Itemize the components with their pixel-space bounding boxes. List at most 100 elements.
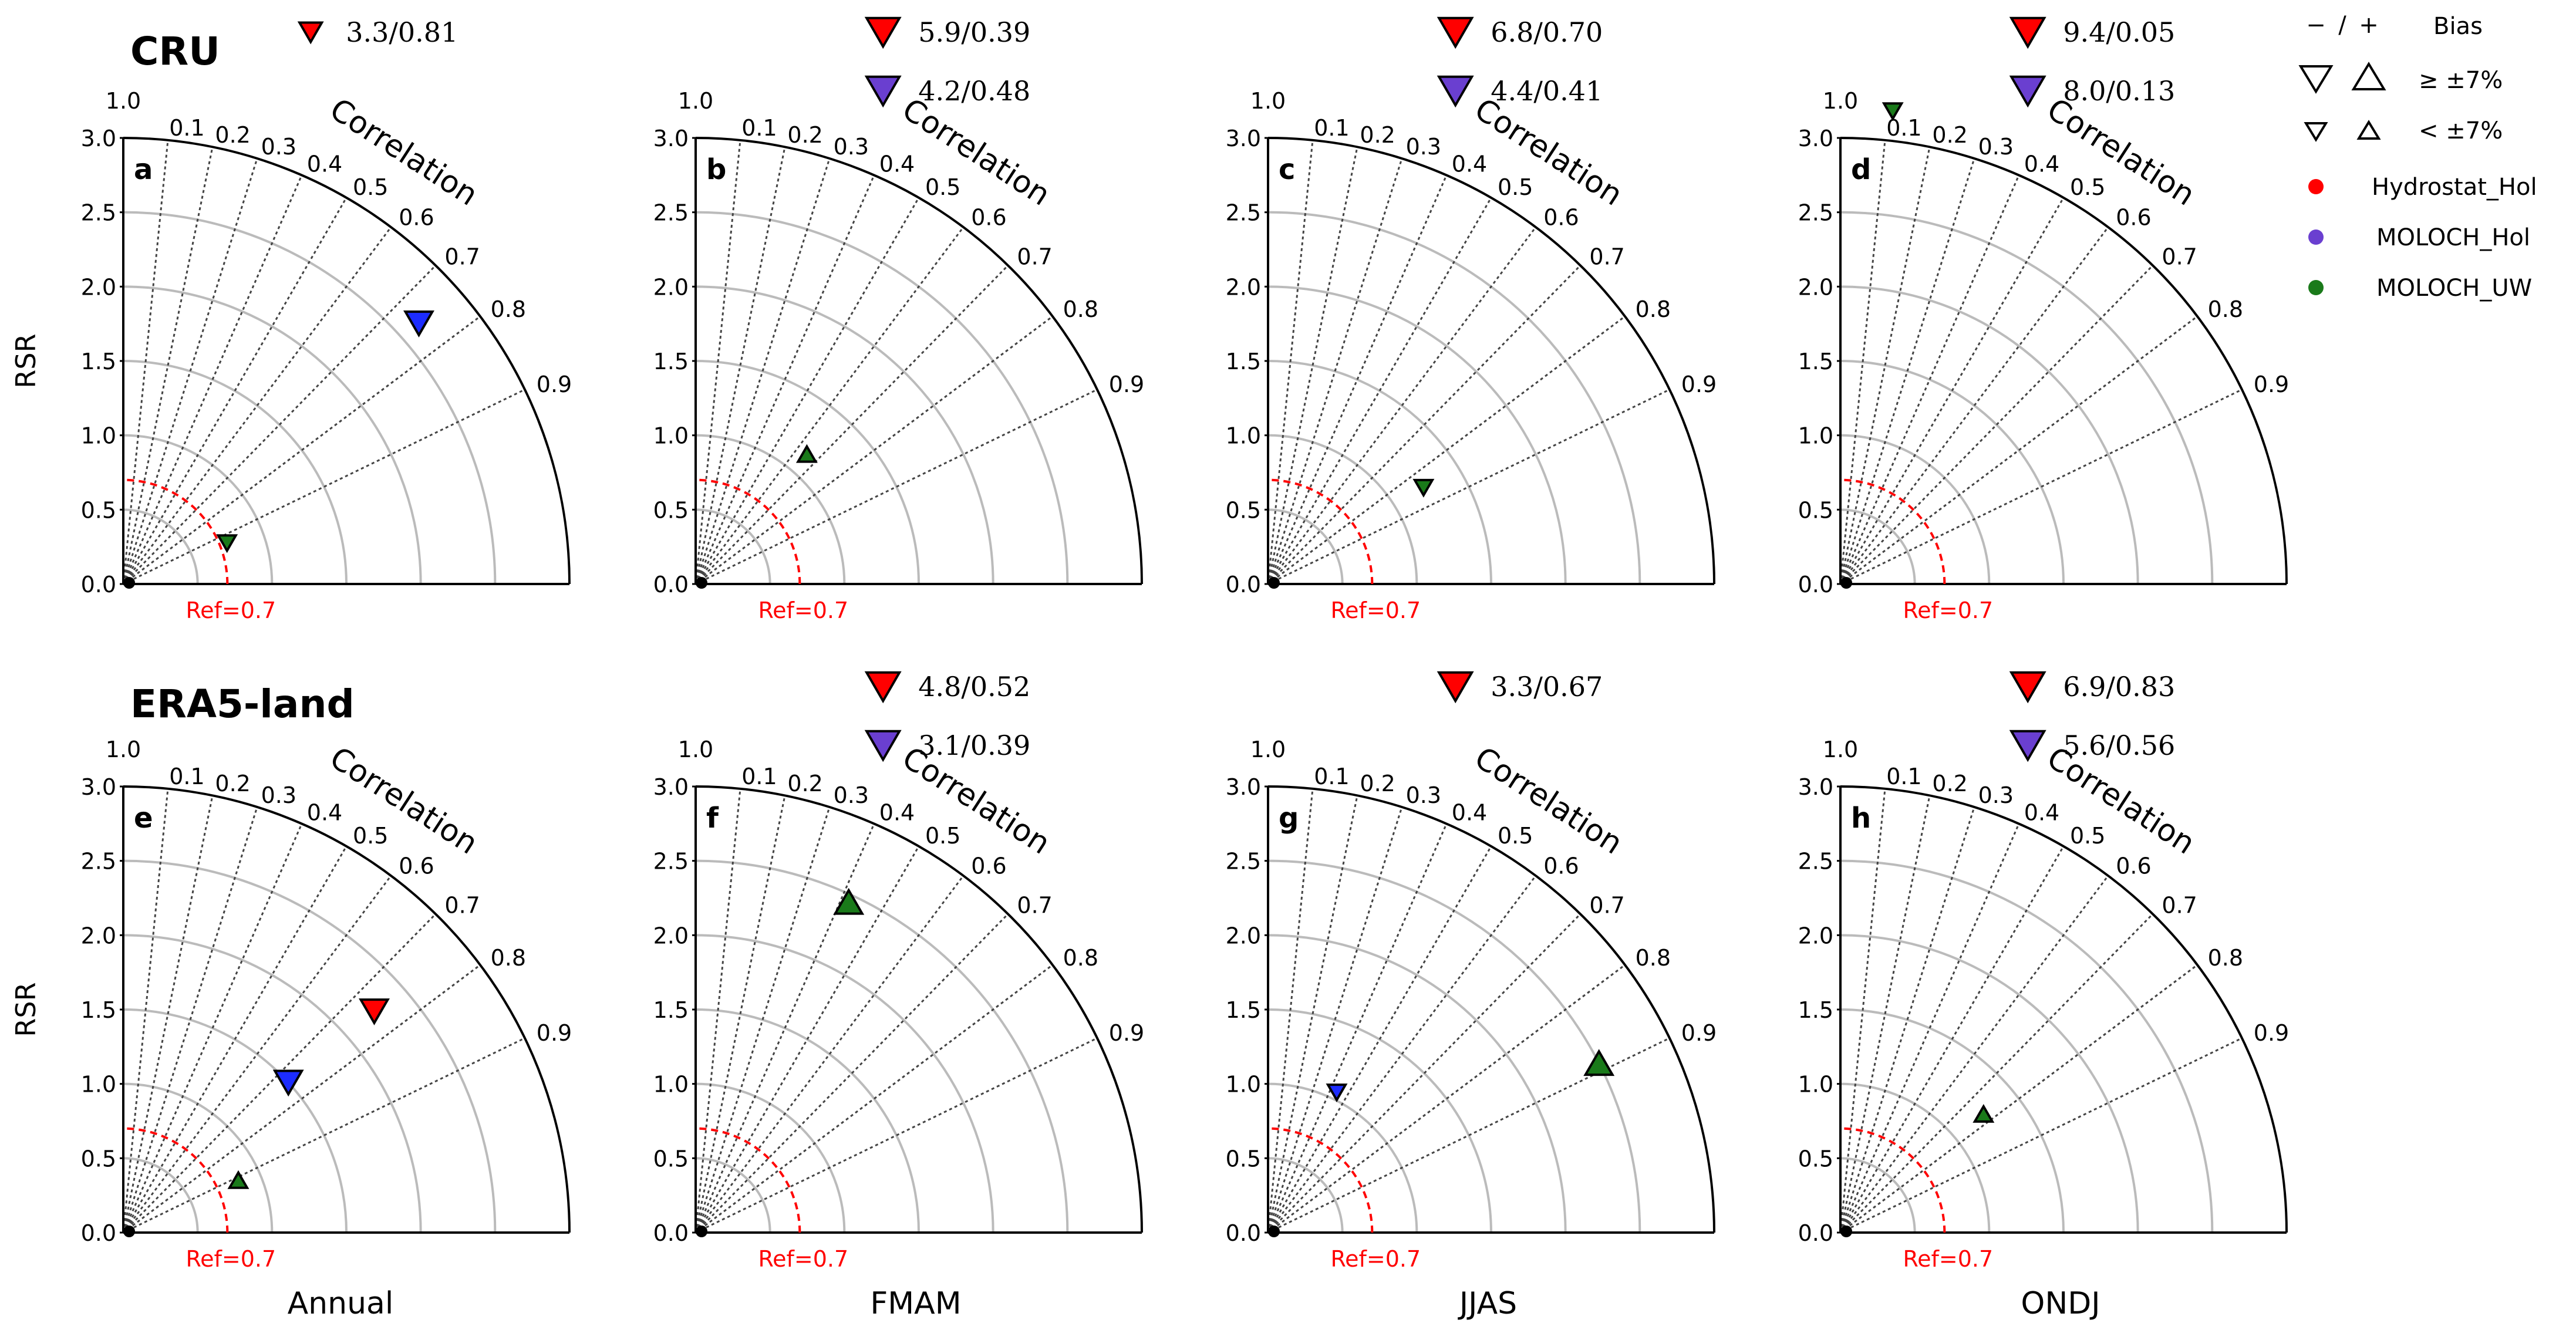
correlation-tick-label: 0.5 (1498, 823, 1533, 849)
rsr-tick-label: 1.5 (653, 349, 689, 374)
rsr-tick-label: 2.5 (1798, 849, 1833, 875)
rsr-tick-label: 0.0 (1798, 572, 1833, 598)
correlation-tick-label: 0.9 (1109, 1020, 1144, 1046)
correlation-ray (122, 147, 214, 585)
correlation-ray (694, 227, 965, 585)
correlation-tick-label: 0.7 (1589, 893, 1624, 919)
rsr-tick-label: 3.0 (653, 126, 689, 151)
correlation-tick-label: 0.6 (1543, 853, 1579, 879)
rsr-tick-label: 0.0 (1226, 572, 1261, 598)
correlation-ray (1267, 158, 1403, 585)
rsr-axis-label: RSR (10, 982, 42, 1037)
correlation-tick-label: 0.7 (1017, 893, 1052, 919)
correlation-tick-label: 0.8 (1636, 945, 1671, 971)
panel-letter: d (1851, 153, 1871, 186)
point-moloch-uw (227, 1170, 249, 1189)
correlation-tick-label: 0.2 (1360, 771, 1395, 796)
correlation-top-label: 1.0 (1250, 737, 1286, 762)
correlation-ray (1267, 147, 1358, 585)
correlation-ray (1267, 795, 1358, 1233)
rsr-grid-arc (1267, 859, 1641, 1233)
legend-large-label: ≥ ±7% (2419, 67, 2503, 94)
rsr-grid-arc (1840, 1008, 2065, 1233)
correlation-ray (1839, 788, 1886, 1233)
correlation-ray (1840, 964, 2198, 1234)
rsr-tick-label: 2.0 (1798, 923, 1833, 948)
correlation-ray (694, 174, 875, 585)
rsr-tick-label: 0.5 (81, 497, 116, 523)
correlation-ray (1267, 846, 1492, 1233)
rsr-tick-label: 3.0 (81, 126, 116, 151)
rsr-grid-arc (123, 934, 422, 1233)
outlier-label: 9.4/0.05 (2063, 16, 2175, 48)
panel-f: 0.9 0.8 0.7 0.6 0.5 0.4 0.3 0.2 0.1 0.0 0.5 1.0 1.5 2… (653, 671, 1145, 1272)
outlier-label: 5.6/0.56 (2063, 730, 2175, 761)
correlation-ray (122, 913, 437, 1234)
correlation-tick-label: 0.9 (1681, 372, 1717, 397)
reference-label: Ref=0.7 (1330, 1246, 1421, 1272)
rsr-grid-arc (695, 1157, 771, 1233)
rsr-tick-label: 3.0 (1226, 126, 1261, 151)
correlation-ray (694, 913, 1009, 1234)
point-moloch-hol (1326, 1083, 1348, 1103)
correlation-ray (1267, 913, 1582, 1234)
correlation-tick-label: 0.2 (215, 122, 250, 148)
reference-point (1268, 577, 1280, 589)
correlation-ray (122, 788, 169, 1233)
outlier-marker (2009, 671, 2046, 704)
rsr-grid-arc (123, 1157, 199, 1233)
correlation-ray (1839, 913, 2154, 1234)
correlation-top-label: 1.0 (1823, 88, 1858, 114)
outer-arc (1840, 137, 2288, 585)
outlier-marker (864, 671, 902, 704)
rsr-tick-label: 1.0 (1798, 1072, 1833, 1098)
rsr-tick-label: 0.5 (1226, 497, 1261, 523)
outlier-label: 5.9/0.39 (918, 16, 1030, 48)
outlier-marker (1437, 16, 1474, 49)
correlation-ray (695, 1037, 1098, 1234)
correlation-tick-label: 0.1 (169, 115, 204, 141)
correlation-tick-label: 0.5 (353, 174, 388, 200)
correlation-tick-label: 0.1 (741, 764, 777, 789)
correlation-top-label: 1.0 (1250, 88, 1286, 114)
correlation-ray (1839, 875, 2109, 1233)
outlier-marker (1437, 671, 1474, 704)
outlier-marker (864, 75, 902, 108)
point-moloch-uw (216, 534, 238, 553)
correlation-tick-label: 0.8 (1636, 296, 1671, 322)
rsr-tick-label: 0.5 (1226, 1146, 1261, 1172)
rsr-tick-label: 1.0 (1798, 423, 1833, 449)
column-title-fmam: FMAM (870, 1286, 961, 1321)
correlation-tick-label: 0.8 (491, 296, 526, 322)
correlation-tick-label: 0.7 (444, 893, 480, 919)
correlation-ray (694, 788, 741, 1233)
correlation-tick-label: 0.3 (834, 134, 869, 160)
correlation-ray (122, 197, 348, 585)
correlation-ray (1267, 265, 1582, 585)
rsr-grid-arc (1267, 1082, 1418, 1233)
correlation-tick-label: 0.1 (1886, 764, 1921, 789)
rsr-tick-label: 1.0 (1226, 423, 1261, 449)
correlation-tick-label: 0.7 (1017, 244, 1052, 270)
outlier-label: 4.2/0.48 (918, 75, 1030, 107)
rsr-grid-arc (695, 285, 994, 585)
point-moloch-uw (1882, 102, 1904, 121)
reference-label: Ref=0.7 (186, 1246, 276, 1272)
correlation-ray (1839, 197, 2065, 585)
correlation-ray (1839, 823, 2020, 1233)
rsr-tick-label: 2.5 (81, 849, 116, 875)
point-moloch-hol (403, 310, 434, 337)
rsr-tick-label: 0.0 (653, 1220, 689, 1246)
correlation-ray (694, 158, 831, 585)
rsr-tick-label: 0.0 (653, 572, 689, 598)
outlier-label: 3.3/0.81 (346, 16, 458, 48)
correlation-ray (695, 389, 1098, 585)
rsr-grid-arc (695, 859, 1069, 1233)
correlation-tick-label: 0.6 (399, 204, 434, 230)
legend-small-down-triangle (2304, 122, 2328, 142)
correlation-ray (1839, 174, 2020, 585)
correlation-tick-label: 0.9 (537, 1020, 572, 1046)
outlier-marker (2009, 730, 2046, 762)
